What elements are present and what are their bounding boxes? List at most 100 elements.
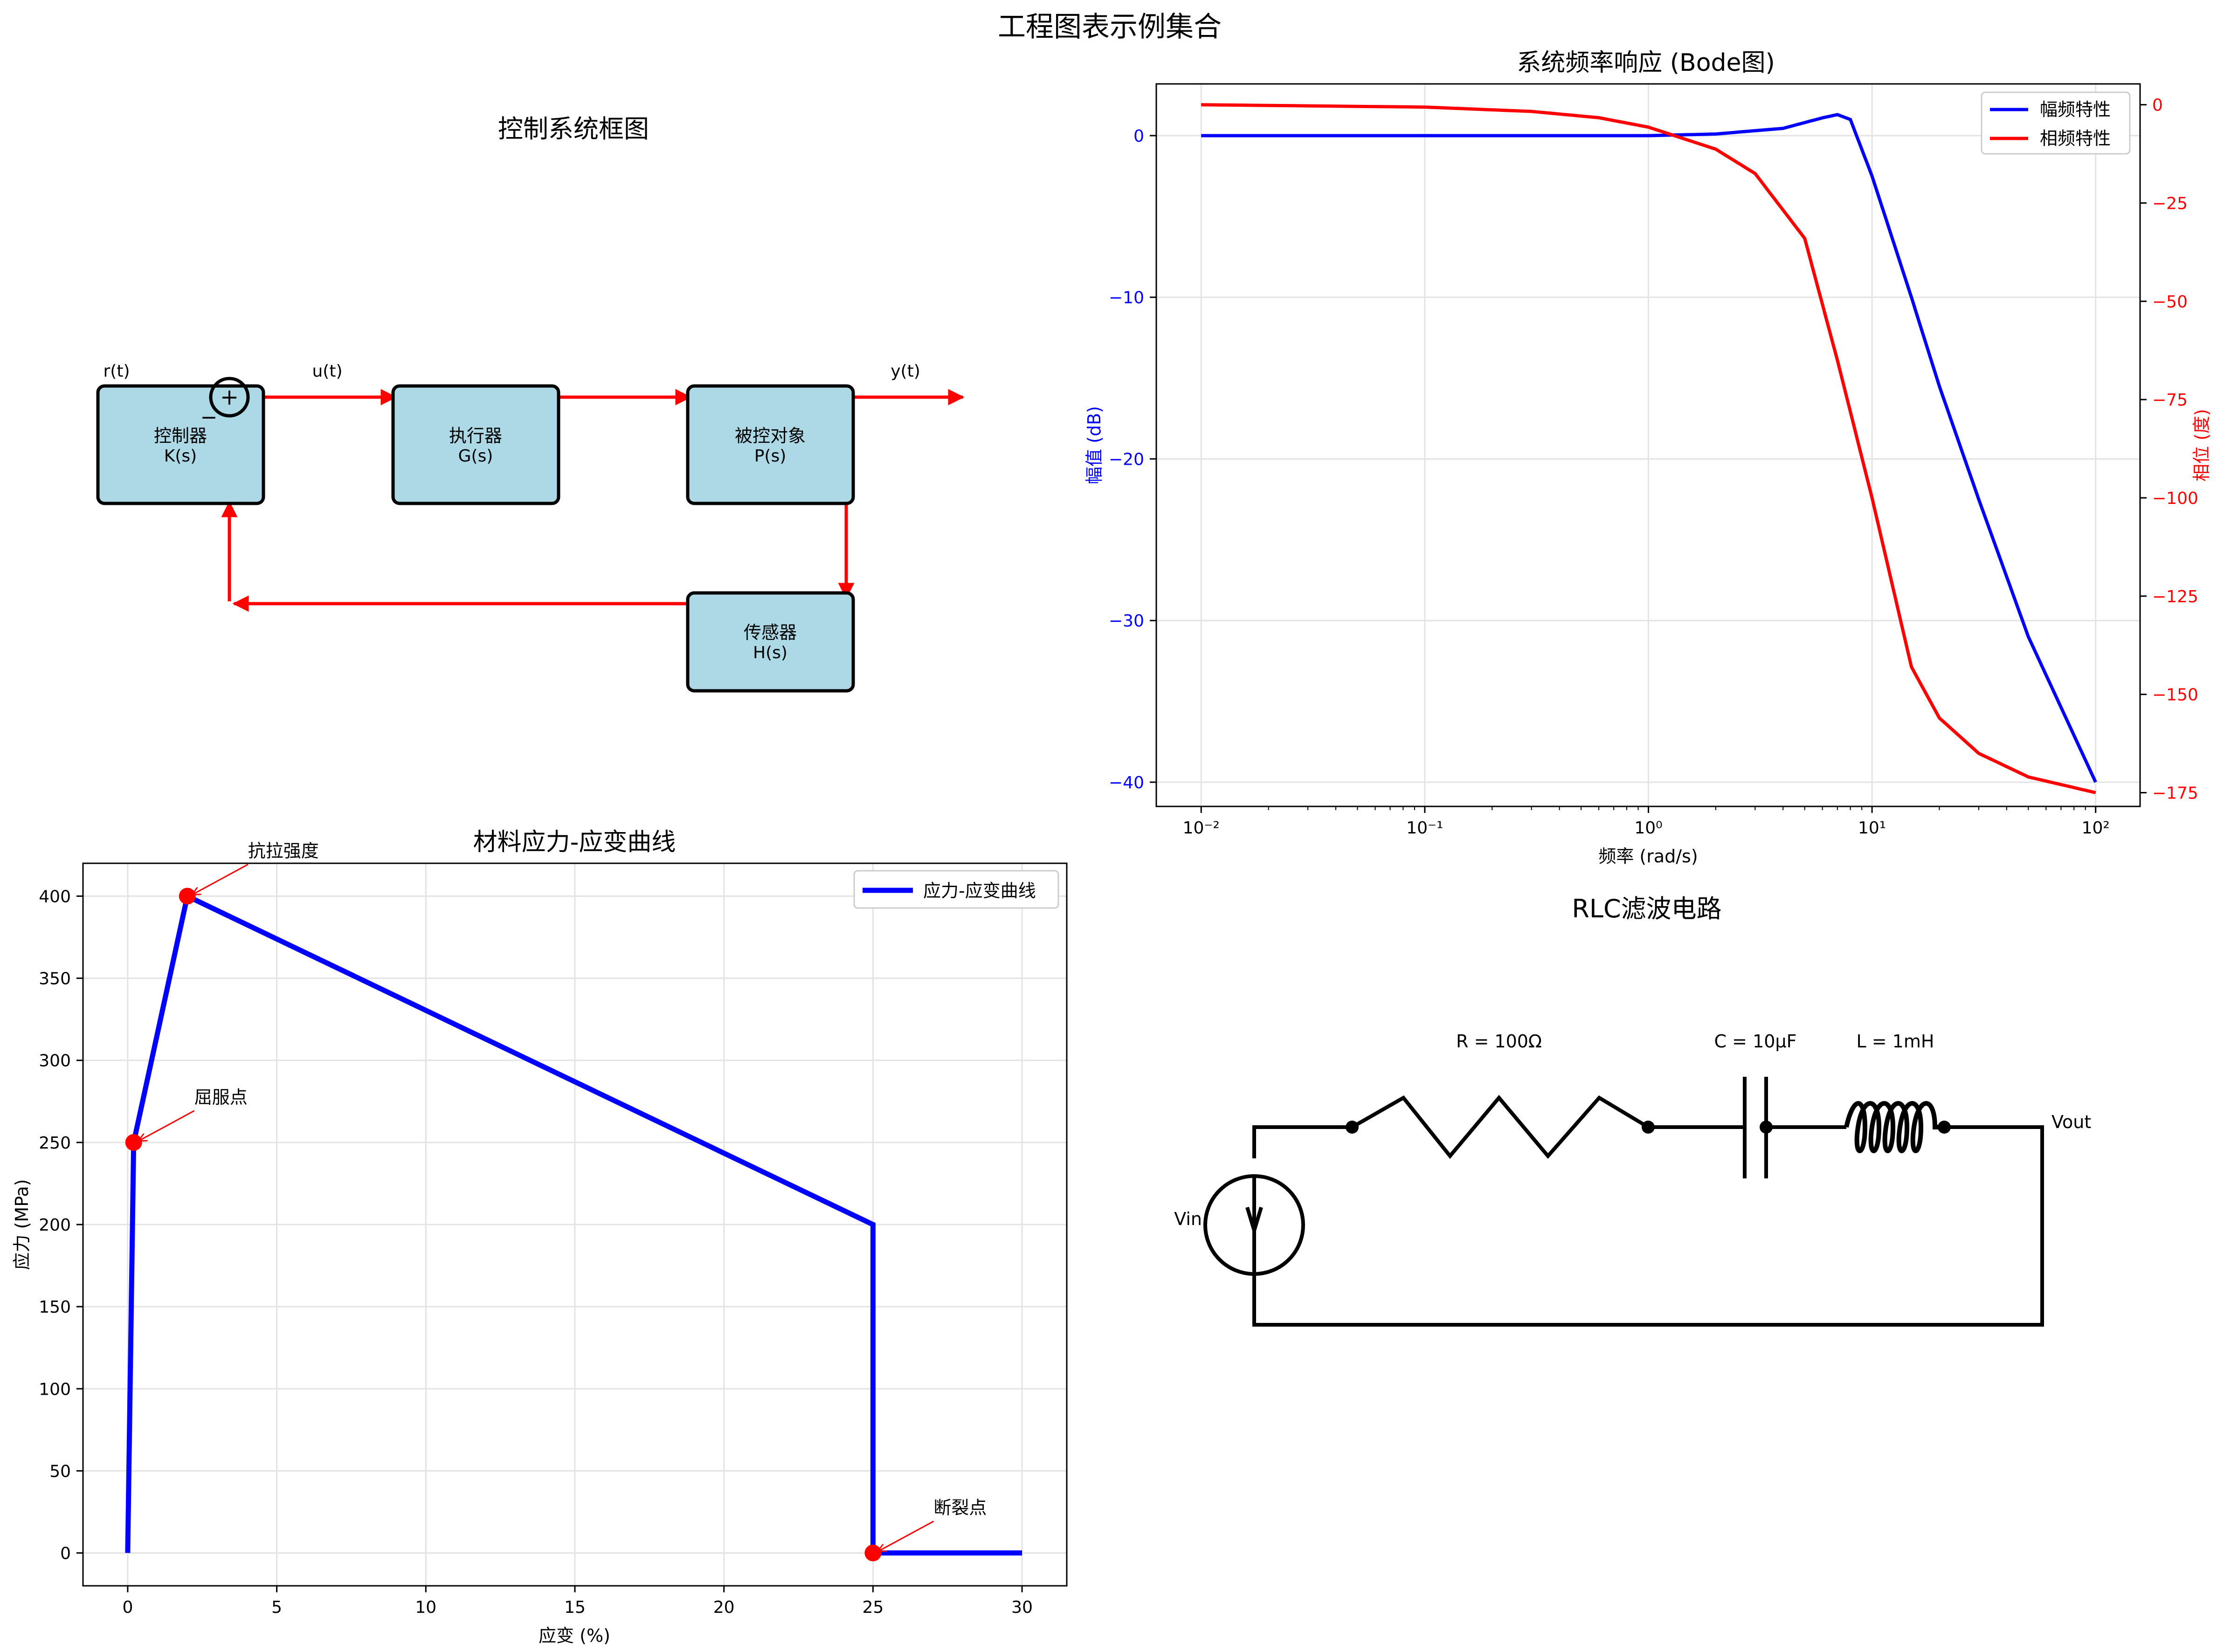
stress-strain-title: 材料应力-应变曲线 <box>473 828 676 856</box>
stress-strain-y-tick-label: 50 <box>49 1462 71 1481</box>
bode-x-label: 频率 (rad/s) <box>1598 846 1698 867</box>
bode-y2-tick-label: 0 <box>2152 96 2163 115</box>
stress-strain-line <box>125 892 1022 1556</box>
rlc-circuit-panel: RLC滤波电路 R = 100Ω C = 10μF L = 1mH Vin Vo… <box>1174 894 2091 1327</box>
stress-strain-y-tick-label: 100 <box>39 1380 71 1399</box>
bode-chart: 系统频率响应 (Bode图) 10⁻² 10⁻¹ 10⁰ 10¹ 10² 0 −10 −20… <box>1084 49 2212 867</box>
stress-strain-y-tick-label: 150 <box>39 1298 71 1317</box>
bode-grid <box>1156 84 2140 806</box>
bode-y-tick-label: −20 <box>1109 450 1144 469</box>
block-controller-tf: K(s) <box>164 447 197 466</box>
key-point-marker <box>864 1544 882 1562</box>
signal-y-label: y(t) <box>891 362 920 381</box>
stress-strain-x-ticks: 0 5 10 15 20 25 30 <box>122 1586 1033 1617</box>
block-actuator-name: 执行器 <box>449 426 502 446</box>
bode-y2-tick-label: −25 <box>2152 194 2188 213</box>
bode-y-label: 幅值 (dB) <box>1084 406 1105 484</box>
bode-phase-line <box>1201 103 2096 794</box>
stress-strain-legend: 应力-应变曲线 <box>853 870 1059 909</box>
node-dot-3 <box>1760 1121 1773 1134</box>
stress-strain-y-tick-label: 300 <box>39 1052 71 1071</box>
inductor-label: L = 1mH <box>1857 1031 1934 1052</box>
bode-title: 系统频率响应 (Bode图) <box>1517 49 1775 77</box>
stress-strain-grid <box>83 863 1067 1586</box>
stress-strain-x-tick-label: 30 <box>1011 1598 1033 1617</box>
summing-junction: + − <box>200 377 250 429</box>
stress-strain-x-tick-label: 10 <box>415 1598 436 1617</box>
stress-strain-legend-label: 应力-应变曲线 <box>923 881 1036 901</box>
stress-strain-y-tick-label: 400 <box>39 887 71 906</box>
stress-strain-y-label: 应力 (MPa) <box>12 1179 32 1270</box>
stress-strain-y-tick-label: 0 <box>60 1544 71 1563</box>
stress-strain-y-ticks: 0 50 100 150 200 250 300 350 400 <box>39 887 83 1563</box>
bode-legend: 幅频特性 相频特性 <box>1981 91 2131 155</box>
node-dot-2 <box>1642 1121 1655 1134</box>
bode-legend-label-phase: 相频特性 <box>2040 128 2111 149</box>
output-label: Vout <box>2051 1112 2091 1132</box>
bode-y-tick-label: −30 <box>1109 612 1144 631</box>
inductor-symbol <box>1844 1101 1944 1153</box>
stress-strain-x-tick-label: 0 <box>122 1598 133 1617</box>
block-plant-name: 被控对象 <box>735 426 806 446</box>
block-diagram-arrows <box>110 389 965 612</box>
bode-y-tick-label: −10 <box>1109 289 1144 308</box>
block-diagram-title: 控制系统框图 <box>498 114 649 144</box>
bode-y2-tick-label: −150 <box>2152 686 2198 705</box>
key-point-marker <box>125 1134 142 1151</box>
stress-strain-y-tick-label: 200 <box>39 1216 71 1235</box>
bode-y2-tick-label: −100 <box>2152 489 2198 508</box>
stress-strain-y-tick-label: 350 <box>39 970 71 989</box>
annotation-arrow <box>139 1110 195 1141</box>
block-controller-name: 控制器 <box>154 426 207 446</box>
capacitor-label: C = 10μF <box>1714 1031 1797 1052</box>
block-actuator: 执行器 G(s) <box>391 384 560 505</box>
key-point-marker <box>179 888 196 905</box>
block-plant-tf: P(s) <box>754 447 787 466</box>
bode-x-tick-label: 10⁻² <box>1183 819 1220 838</box>
block-sensor: 传感器 H(s) <box>686 591 855 693</box>
stress-strain-x-tick-label: 20 <box>713 1598 735 1617</box>
bode-y2-label: 相位 (度) <box>2191 409 2212 482</box>
bode-x-tick-label: 10⁰ <box>1634 819 1662 838</box>
stress-strain-x-label: 应变 (%) <box>539 1625 610 1646</box>
bode-legend-label-magnitude: 幅频特性 <box>2040 99 2111 120</box>
bode-y2-ticks: 0 −25 −50 −75 −100 −125 −150 −175 <box>2140 96 2198 803</box>
annotation-arrow <box>193 864 249 894</box>
bode-y-ticks: 0 −10 −20 −30 −40 <box>1109 127 1156 792</box>
bode-y-tick-label: 0 <box>1133 127 1144 146</box>
key-point-label: 断裂点 <box>933 1498 987 1518</box>
stress-strain-y-tick-label: 250 <box>39 1134 71 1153</box>
bode-y2-tick-label: −50 <box>2152 292 2188 311</box>
block-diagram-panel: 控制系统框图 控制器 K(s) 执行器 G(s) 被控对象 P(s) <box>96 114 965 693</box>
resistor-label: R = 100Ω <box>1456 1031 1542 1052</box>
bode-magnitude-line <box>1201 113 2097 783</box>
block-plant: 被控对象 P(s) <box>686 384 855 505</box>
key-point-label: 抗拉强度 <box>248 840 319 861</box>
figure-title: 工程图表示例集合 <box>998 11 1222 43</box>
block-sensor-tf: H(s) <box>753 643 787 662</box>
bode-x-tick-label: 10² <box>2082 819 2110 838</box>
bode-x-ticks: 10⁻² 10⁻¹ 10⁰ 10¹ 10² <box>1183 806 2110 838</box>
block-sensor-name: 传感器 <box>744 622 797 643</box>
wire-left-top <box>1252 1125 1352 1158</box>
sum-plus-sign: + <box>220 384 239 410</box>
bode-y2-tick-label: −75 <box>2152 391 2188 410</box>
voltage-source-symbol <box>1203 1174 1305 1276</box>
bode-y2-tick-label: −175 <box>2152 784 2198 803</box>
sum-minus-sign: − <box>200 406 218 429</box>
node-dot-4 <box>1938 1121 1951 1134</box>
stress-strain-x-tick-label: 25 <box>862 1598 884 1617</box>
bode-y2-tick-label: −125 <box>2152 587 2198 606</box>
bode-x-tick-label: 10⁻¹ <box>1406 819 1443 838</box>
source-label: Vin <box>1174 1209 1202 1229</box>
key-point-label: 屈服点 <box>194 1087 248 1108</box>
annotation-arrow <box>878 1521 934 1551</box>
resistor-symbol <box>1351 1094 1650 1159</box>
signal-u-label: u(t) <box>312 362 342 381</box>
bode-x-tick-label: 10¹ <box>1858 819 1886 838</box>
node-dot-1 <box>1346 1121 1359 1134</box>
bode-y-tick-label: −40 <box>1109 773 1144 792</box>
